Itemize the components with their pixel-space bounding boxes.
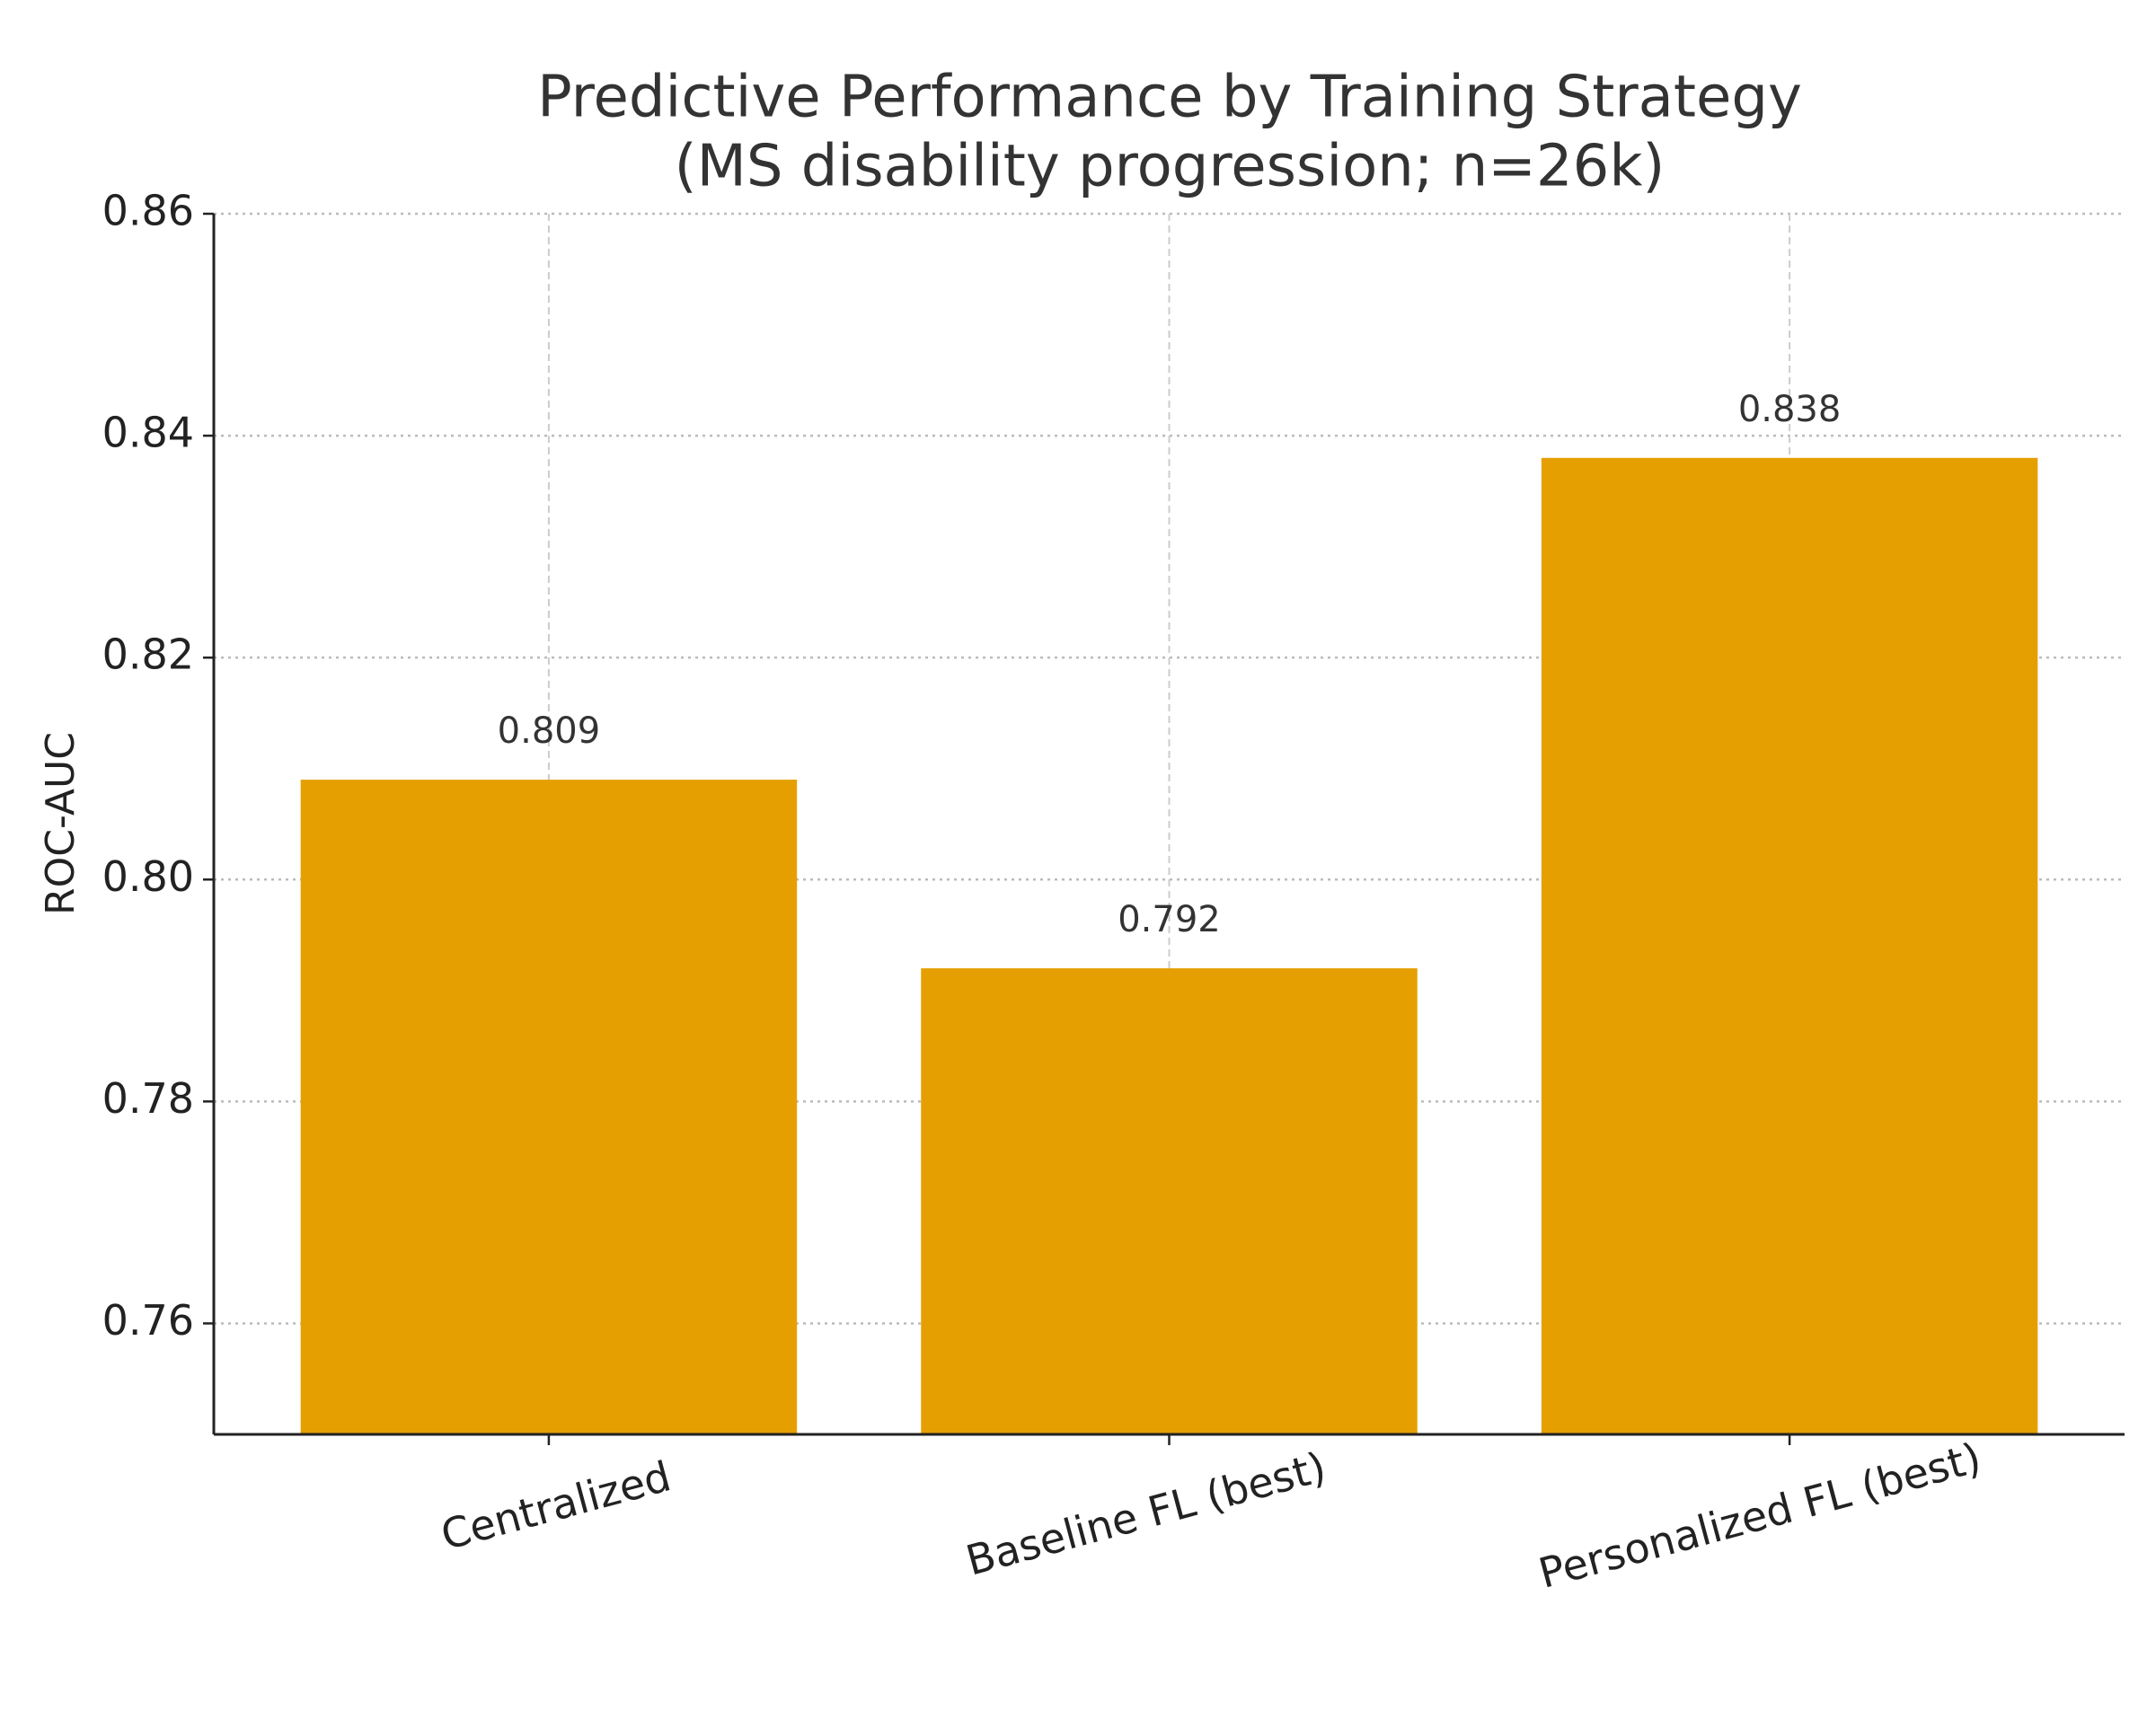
- bar: [921, 968, 1418, 1434]
- value-label: 0.838: [1738, 389, 1842, 430]
- y-tick-label: 0.80: [102, 852, 194, 901]
- chart-title: (MS disability progression; n=26k): [675, 134, 1666, 200]
- x-tick-label: Personalized FL (best): [1533, 1433, 1985, 1598]
- value-label: 0.792: [1118, 899, 1221, 940]
- y-axis-label: ROC-AUC: [38, 732, 84, 915]
- y-tick-label: 0.86: [102, 187, 194, 235]
- y-tick-label: 0.78: [102, 1074, 194, 1123]
- y-tick-label: 0.84: [102, 409, 194, 457]
- y-tick-label: 0.76: [102, 1296, 194, 1345]
- x-tick-label: Centralized: [436, 1451, 676, 1559]
- bar: [300, 780, 798, 1434]
- value-label: 0.809: [498, 710, 601, 752]
- y-tick-label: 0.82: [102, 631, 194, 679]
- chart-title: Predictive Performance by Training Strat…: [537, 65, 1802, 131]
- bar: [1541, 457, 2038, 1434]
- x-tick-label: Baseline FL (best): [961, 1442, 1331, 1585]
